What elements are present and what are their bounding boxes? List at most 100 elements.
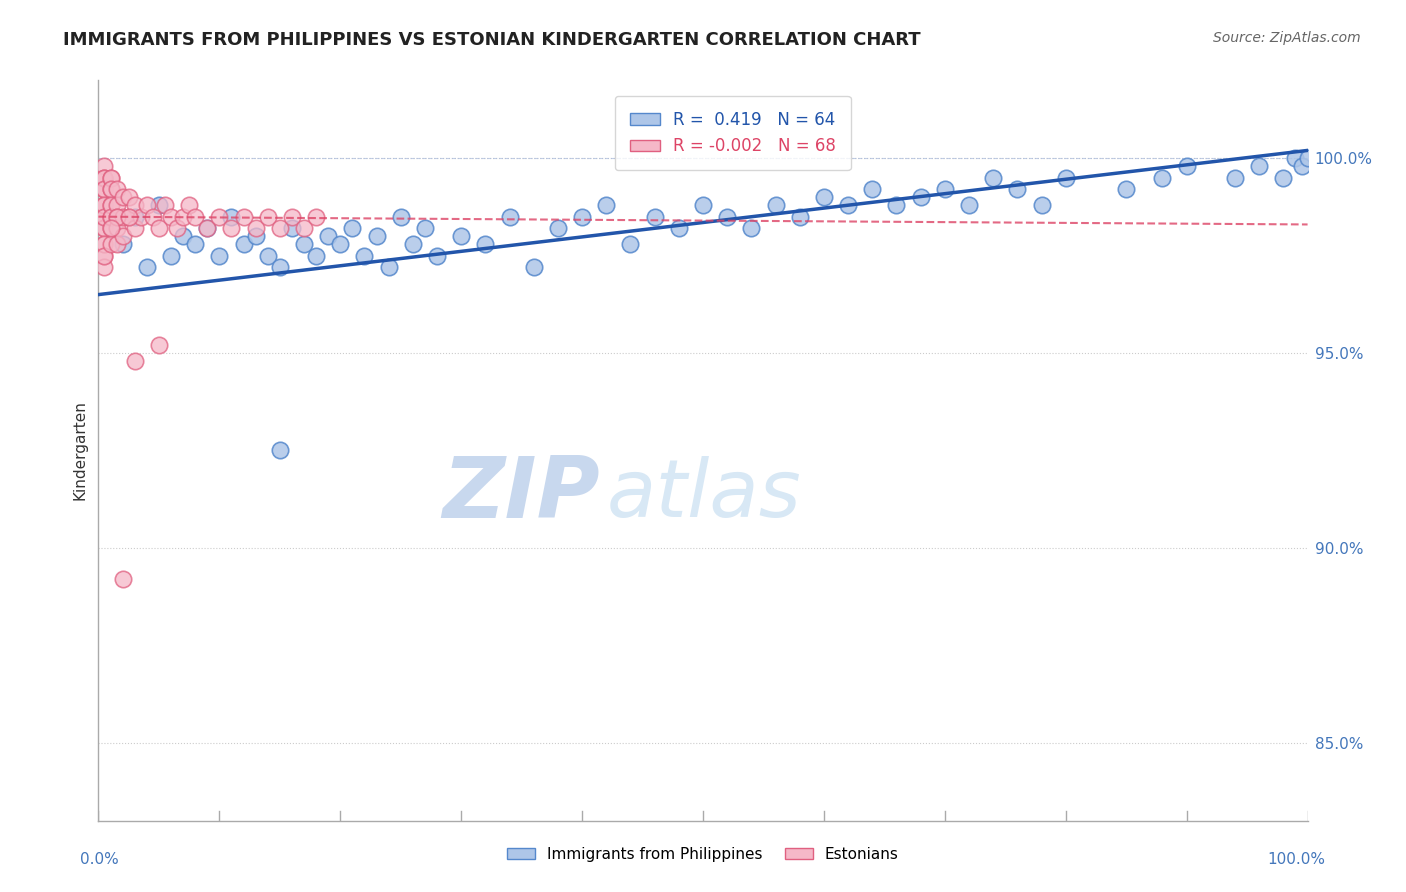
Point bbox=[93, 182, 115, 196]
Point bbox=[269, 443, 291, 458]
Point bbox=[366, 229, 388, 244]
Point bbox=[668, 221, 690, 235]
Point bbox=[1284, 151, 1306, 165]
Point bbox=[1291, 159, 1313, 173]
Point bbox=[124, 221, 146, 235]
Point bbox=[208, 249, 231, 263]
Point bbox=[740, 221, 762, 235]
Point bbox=[118, 190, 141, 204]
Point bbox=[93, 210, 115, 224]
Point bbox=[124, 198, 146, 212]
Point bbox=[105, 221, 128, 235]
Point bbox=[316, 229, 339, 244]
Point bbox=[692, 198, 714, 212]
Point bbox=[105, 210, 128, 224]
Point bbox=[100, 221, 122, 235]
Point bbox=[105, 210, 128, 224]
Point bbox=[450, 229, 472, 244]
Point bbox=[100, 182, 122, 196]
Point bbox=[195, 221, 218, 235]
Point bbox=[153, 198, 176, 212]
Point bbox=[221, 210, 243, 224]
Point bbox=[93, 249, 115, 263]
Point bbox=[93, 249, 115, 263]
Point bbox=[93, 159, 115, 173]
Point bbox=[256, 210, 278, 224]
Point bbox=[281, 210, 304, 224]
Point bbox=[413, 221, 436, 235]
Point bbox=[523, 260, 546, 275]
Point bbox=[172, 229, 194, 244]
Point bbox=[93, 170, 115, 185]
Point bbox=[100, 221, 122, 235]
Point bbox=[269, 260, 291, 275]
Point bbox=[474, 236, 496, 251]
Point bbox=[981, 170, 1004, 185]
Text: atlas: atlas bbox=[606, 456, 801, 534]
Point bbox=[389, 210, 412, 224]
Point bbox=[135, 198, 157, 212]
Point bbox=[934, 182, 956, 196]
Point bbox=[1152, 170, 1174, 185]
Point bbox=[595, 198, 617, 212]
Point bbox=[124, 354, 146, 368]
Point bbox=[100, 210, 122, 224]
Point bbox=[166, 221, 188, 235]
Point bbox=[305, 249, 328, 263]
Point bbox=[644, 210, 666, 224]
Point bbox=[111, 236, 134, 251]
Point bbox=[1031, 198, 1053, 212]
Point bbox=[93, 170, 115, 185]
Point bbox=[305, 210, 328, 224]
Point bbox=[789, 210, 811, 224]
Point bbox=[93, 170, 115, 185]
Point bbox=[100, 182, 122, 196]
Point bbox=[100, 221, 122, 235]
Point bbox=[571, 210, 593, 224]
Point bbox=[547, 221, 569, 235]
Point bbox=[1223, 170, 1246, 185]
Point bbox=[105, 182, 128, 196]
Point bbox=[105, 236, 128, 251]
Point bbox=[292, 236, 315, 251]
Point bbox=[837, 198, 859, 212]
Point bbox=[100, 198, 122, 212]
Point bbox=[232, 210, 254, 224]
Text: ZIP: ZIP bbox=[443, 453, 600, 536]
Point bbox=[105, 198, 128, 212]
Point bbox=[100, 236, 122, 251]
Point bbox=[100, 198, 122, 212]
Point bbox=[93, 236, 115, 251]
Point bbox=[232, 236, 254, 251]
Point bbox=[172, 210, 194, 224]
Point bbox=[135, 260, 157, 275]
Point bbox=[93, 221, 115, 235]
Point bbox=[619, 236, 641, 251]
Point bbox=[93, 198, 115, 212]
Point bbox=[124, 210, 146, 224]
Point bbox=[402, 236, 425, 251]
Point bbox=[160, 210, 183, 224]
Point bbox=[281, 221, 304, 235]
Point bbox=[111, 190, 134, 204]
Text: 0.0%: 0.0% bbox=[80, 852, 120, 867]
Point bbox=[179, 198, 201, 212]
Point bbox=[245, 229, 267, 244]
Text: 100.0%: 100.0% bbox=[1268, 852, 1326, 867]
Point bbox=[860, 182, 883, 196]
Point bbox=[184, 236, 207, 251]
Point bbox=[813, 190, 835, 204]
Point bbox=[1272, 170, 1295, 185]
Point bbox=[93, 210, 115, 224]
Point bbox=[160, 249, 183, 263]
Point bbox=[1007, 182, 1029, 196]
Point bbox=[93, 182, 115, 196]
Point bbox=[118, 210, 141, 224]
Point bbox=[148, 221, 170, 235]
Point bbox=[93, 182, 115, 196]
Point bbox=[118, 210, 141, 224]
Point bbox=[93, 221, 115, 235]
Legend: R =  0.419   N = 64, R = -0.002   N = 68: R = 0.419 N = 64, R = -0.002 N = 68 bbox=[614, 96, 851, 170]
Point bbox=[208, 210, 231, 224]
Point bbox=[245, 221, 267, 235]
